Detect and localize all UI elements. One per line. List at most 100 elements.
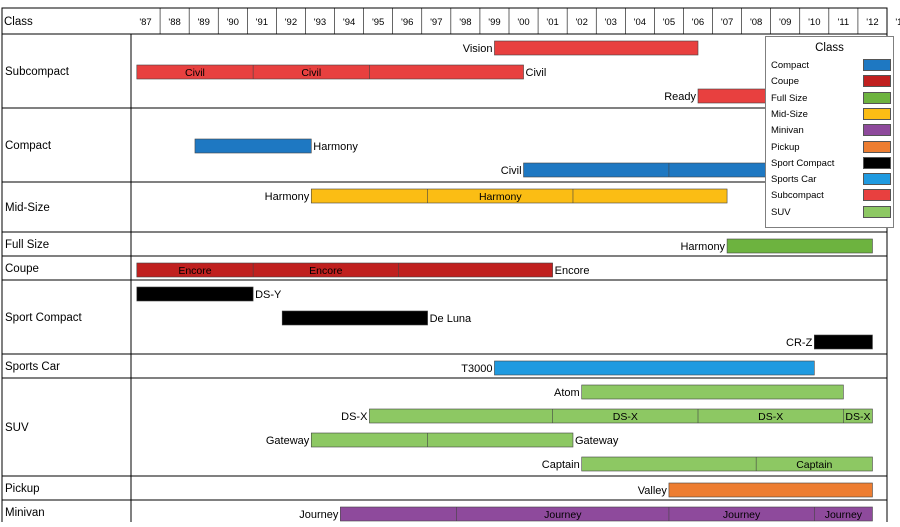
year-tick-label: '00 [517, 17, 529, 28]
class-label: Subcompact [5, 66, 70, 78]
timeline-bar [310, 432, 574, 448]
class-label: Sport Compact [5, 312, 83, 324]
legend-item-label: Mid-Size [771, 108, 808, 120]
year-tick-label: '90 [227, 17, 239, 28]
bar-label: Harmony [265, 191, 310, 203]
year-tick-label: '89 [197, 17, 209, 28]
bar-label: De Luna [430, 313, 472, 325]
class-label: SUV [5, 422, 29, 434]
year-tick-label: '93 [314, 17, 326, 28]
timeline-bar [814, 334, 873, 350]
timeline-bar [494, 40, 699, 56]
segment-label: Civil [185, 67, 205, 79]
bar-label: Atom [554, 387, 580, 399]
timeline-bar [281, 310, 428, 326]
year-tick-label: '03 [605, 17, 617, 28]
bar-label: Vision [463, 43, 493, 55]
bar-label: Harmony [313, 141, 358, 153]
legend-item-label: Minivan [771, 125, 804, 137]
legend-item-label: Subcompact [771, 190, 824, 202]
segment-label: DS-X [845, 411, 870, 423]
legend-swatch [863, 156, 891, 169]
class-label: Coupe [5, 263, 39, 275]
legend-swatch [863, 75, 891, 88]
year-tick-label: '05 [663, 17, 675, 28]
year-tick-label: '88 [168, 17, 180, 28]
legend-item: Sports Car [771, 173, 891, 187]
segment-label: Captain [796, 459, 832, 471]
year-tick-label: '02 [575, 17, 587, 28]
class-label: Full Size [5, 239, 49, 251]
legend-swatch [863, 189, 891, 202]
bar-label: Gateway [575, 435, 619, 447]
year-tick-label: '13 [895, 17, 900, 28]
class-label: Minivan [5, 507, 45, 519]
bar-label: CR-Z [786, 337, 813, 349]
timeline-bar [136, 64, 524, 80]
bar-label: Civil [526, 67, 547, 79]
timeline-bar [369, 408, 873, 424]
timeline-bar [494, 360, 815, 376]
year-tick-label: '11 [838, 17, 850, 28]
segment-label: Journey [723, 509, 761, 521]
legend-item: Compact [771, 59, 891, 73]
legend-item-label: Compact [771, 60, 810, 71]
legend-item-label: Full Size [771, 92, 808, 104]
bar-label: Encore [555, 265, 590, 277]
legend-item: Sport Compact [771, 156, 891, 171]
legend-swatch [863, 124, 891, 137]
legend-item: Full Size [771, 91, 891, 106]
timeline-bar [310, 188, 728, 204]
year-tick-label: '98 [459, 17, 471, 28]
bar-label: Journey [299, 509, 339, 521]
legend-title: Class [815, 42, 844, 54]
legend-item-label: Sport Compact [771, 157, 835, 169]
legend-item: Minivan [771, 124, 891, 138]
legend-item: SUV [771, 205, 891, 220]
timeline-bar [136, 262, 553, 278]
year-tick-label: '92 [285, 17, 297, 28]
bar-label: Harmony [680, 241, 725, 253]
year-tick-label: '07 [721, 17, 733, 28]
segment-label: DS-X [613, 411, 638, 423]
legend-item: Subcompact [771, 189, 891, 203]
bar-label: DS-Y [255, 289, 282, 301]
year-tick-label: '87 [139, 17, 151, 28]
legend-swatch [863, 107, 891, 120]
timeline-bar [581, 384, 844, 400]
segment-label: Harmony [479, 191, 522, 203]
bar-label: Valley [638, 485, 668, 497]
legend-item-label: SUV [771, 206, 791, 218]
class-label: Mid-Size [5, 202, 50, 214]
year-tick-label: '10 [808, 17, 820, 28]
axis-label: Class [4, 16, 33, 28]
year-tick-label: '96 [401, 17, 413, 28]
legend-item: Pickup [771, 140, 891, 155]
legend-item-label: Coupe [771, 76, 799, 88]
legend-swatch [863, 140, 891, 153]
segment-label: Encore [178, 265, 211, 277]
bar-label: Gateway [266, 435, 310, 447]
legend-item-label: Sports Car [771, 174, 817, 186]
bar-label: Captain [542, 459, 580, 471]
legend-swatch [863, 205, 891, 218]
year-tick-label: '06 [692, 17, 704, 28]
timeline-bar [668, 482, 873, 498]
legend-item: Coupe [771, 75, 891, 89]
bar-label: DS-X [341, 411, 368, 423]
year-tick-label: '12 [866, 17, 878, 28]
legend-item: Mid-Size [771, 107, 891, 122]
year-tick-label: '04 [634, 17, 646, 28]
class-label: Sports Car [5, 361, 60, 373]
legend-swatch [863, 91, 891, 104]
year-tick-label: '99 [488, 17, 500, 28]
year-tick-label: '09 [779, 17, 791, 28]
segment-label: Civil [301, 67, 321, 79]
timeline-bar [136, 286, 254, 302]
segment-label: Encore [309, 265, 342, 277]
legend-item-label: Pickup [771, 141, 800, 153]
class-label: Compact [5, 140, 52, 152]
bar-label: T3000 [461, 363, 492, 375]
